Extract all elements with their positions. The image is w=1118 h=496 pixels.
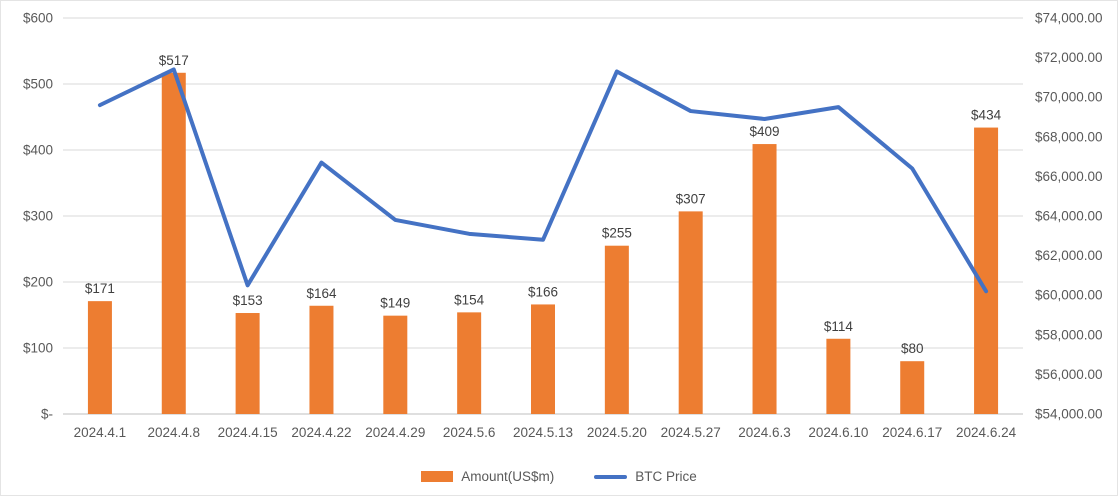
x-axis-category-label: 2024.4.15	[218, 425, 278, 440]
left-axis-tick-label: $200	[23, 275, 53, 290]
right-axis-tick-label: $54,000.00	[1035, 407, 1103, 422]
amount-bar	[900, 361, 925, 414]
amount-bar	[531, 304, 555, 414]
amount-value-label: $307	[676, 191, 706, 206]
x-axis-category-label: 2024.4.1	[74, 425, 127, 440]
legend-label-btc-price: BTC Price	[635, 469, 697, 484]
amount-bar	[752, 144, 777, 414]
amount-value-label: $80	[901, 341, 924, 356]
amount-bar	[235, 313, 260, 414]
legend-label-amount: Amount(US$m)	[461, 469, 555, 484]
x-axis-category-label: 2024.5.13	[513, 425, 573, 440]
right-axis-tick-label: $62,000.00	[1035, 248, 1103, 263]
btc-price-line	[97, 67, 989, 294]
amount-value-label: $153	[233, 293, 263, 308]
x-axis-category-label: 2024.6.10	[808, 425, 868, 440]
amount-value-label: $434	[971, 108, 1002, 123]
amount-bar	[826, 338, 851, 414]
right-axis-tick-label: $72,000.00	[1035, 50, 1103, 65]
x-axis-category-label: 2024.5.27	[661, 425, 721, 440]
amount-value-label: $149	[380, 296, 410, 311]
amount-bar	[383, 315, 408, 414]
right-axis-tick-label: $64,000.00	[1035, 209, 1103, 224]
amount-value-label: $171	[85, 281, 115, 296]
amount-bar	[604, 245, 629, 414]
left-axis-tick-label: $400	[23, 143, 53, 158]
amount-value-label: $166	[528, 284, 558, 299]
left-axis-tick-label: $600	[23, 11, 53, 26]
x-axis-category-label: 2024.6.3	[738, 425, 791, 440]
chart-legend: Amount(US$m) BTC Price	[1, 469, 1117, 484]
amount-bar	[974, 127, 999, 414]
x-axis-category-label: 2024.4.29	[365, 425, 425, 440]
right-axis-tick-label: $66,000.00	[1035, 169, 1103, 184]
x-axis-category-label: 2024.5.20	[587, 425, 647, 440]
amount-value-label: $517	[159, 53, 189, 68]
amount-value-label: $114	[824, 319, 854, 334]
right-axis-tick-label: $58,000.00	[1035, 327, 1103, 342]
legend-item-btc-price: BTC Price	[594, 469, 697, 484]
amount-value-label: $255	[602, 226, 632, 241]
amount-bar	[457, 312, 482, 414]
x-axis-category-label: 2024.4.8	[147, 425, 200, 440]
amount-value-label: $409	[750, 124, 780, 139]
left-axis-tick-label: $500	[23, 77, 53, 92]
amount-bar	[161, 72, 186, 414]
left-axis-tick-label: $-	[41, 407, 53, 422]
amount-bar	[87, 301, 112, 414]
amount-bar	[309, 305, 334, 414]
amount-value-label: $164	[306, 286, 337, 301]
x-axis-category-label: 2024.6.17	[882, 425, 942, 440]
amount-bar	[678, 211, 703, 414]
amount-series-swatch	[421, 471, 454, 482]
btc-price-series-swatch	[594, 474, 628, 479]
right-axis-tick-label: $74,000.00	[1035, 11, 1103, 26]
amount-value-label: $154	[454, 292, 485, 307]
right-axis-tick-label: $70,000.00	[1035, 90, 1103, 105]
left-axis-tick-label: $300	[23, 209, 53, 224]
right-axis-tick-label: $60,000.00	[1035, 288, 1103, 303]
legend-item-amount: Amount(US$m)	[421, 469, 554, 484]
x-axis-category-label: 2024.5.6	[443, 425, 496, 440]
x-axis-category-label: 2024.6.24	[956, 425, 1017, 440]
right-axis-tick-label: $56,000.00	[1035, 367, 1103, 382]
x-axis-category-label: 2024.4.22	[291, 425, 351, 440]
left-axis-tick-label: $100	[23, 341, 53, 356]
right-axis-tick-label: $68,000.00	[1035, 129, 1103, 144]
